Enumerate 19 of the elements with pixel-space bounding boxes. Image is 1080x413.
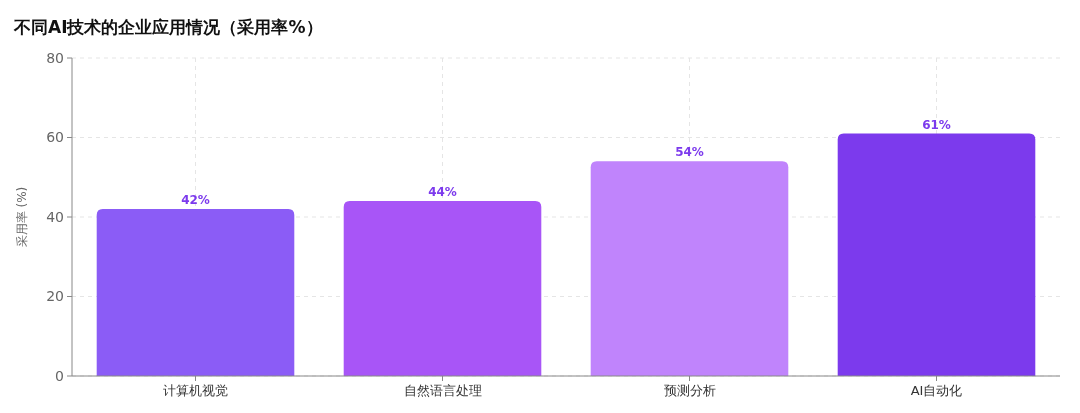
x-tick-label: 计算机视觉 [163, 383, 228, 398]
data-label: 44% [428, 185, 457, 200]
bar [590, 161, 789, 376]
y-tick-label: 40 [46, 208, 64, 225]
y-tick-label: 60 [46, 129, 64, 146]
x-tick-label: 自然语言处理 [403, 383, 482, 398]
bar [96, 209, 295, 376]
data-label: 42% [181, 193, 210, 208]
x-tick-label: AI自动化 [910, 383, 963, 398]
y-tick-label: 80 [46, 49, 64, 66]
y-tick-label: 0 [55, 367, 64, 384]
data-label: 61% [922, 117, 951, 132]
bar [343, 201, 542, 376]
x-tick-label: 预测分析 [663, 383, 716, 398]
chart-title: 不同AI技术的企业应用情况（采用率%） [13, 17, 323, 37]
bar [837, 133, 1036, 376]
y-tick-label: 20 [46, 288, 64, 305]
data-label: 54% [675, 145, 704, 160]
y-axis-title: 采用率 (%) [15, 186, 29, 248]
